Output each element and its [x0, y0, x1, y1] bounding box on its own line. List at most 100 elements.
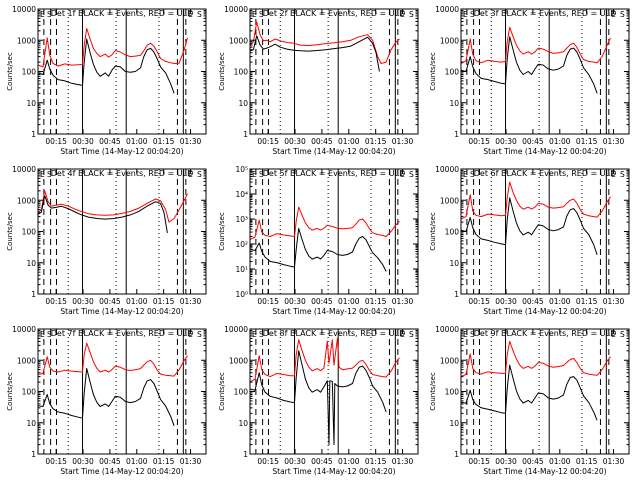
x-axis-label: Start Time (14-May-12 00:04:20) — [60, 147, 183, 156]
x-tick-label: 01:15 — [365, 457, 387, 466]
uld-series-line — [461, 26, 611, 64]
x-axis-label: Start Time (14-May-12 00:04:20) — [483, 467, 606, 476]
y-tick-label: 1000 — [17, 356, 36, 365]
corner-label: S — [620, 170, 625, 179]
y-tick-label: 100 — [22, 388, 37, 397]
x-tick-label: 00:45 — [99, 457, 121, 466]
y-tick-label: 100 — [22, 68, 37, 77]
y-tick-label: 1000 — [229, 356, 248, 365]
corner-label: E — [463, 10, 468, 19]
y-tick-label: 1000 — [229, 36, 248, 45]
x-tick-label: 01:15 — [365, 137, 387, 146]
series-group — [461, 340, 611, 421]
y-axis-label: Counts/sec — [429, 52, 437, 91]
uld-series-line — [38, 190, 188, 223]
y-tick-label: 10000 — [224, 325, 248, 334]
x-tick-label: 00:45 — [311, 457, 333, 466]
corner-label: E — [400, 170, 405, 179]
x-tick-label: 00:15 — [257, 457, 279, 466]
x-tick-label: 00:45 — [99, 297, 121, 306]
corner-label: S — [197, 330, 202, 339]
y-tick-label: 1 — [454, 450, 459, 459]
y-axis-label: Counts/sec — [218, 212, 226, 251]
uld-series-line — [250, 337, 400, 383]
corner-label: S — [409, 10, 414, 19]
series-group — [38, 27, 188, 94]
x-tick-label: 00:15 — [45, 457, 67, 466]
corner-label: S — [409, 170, 414, 179]
y-tick-label: 1 — [243, 130, 248, 139]
series-group — [38, 342, 188, 426]
x-tick-label: 00:30 — [72, 297, 94, 306]
x-tick-label: 00:15 — [257, 137, 279, 146]
series-group — [461, 181, 611, 255]
x-tick-label: 00:45 — [99, 137, 121, 146]
events-series-line — [461, 364, 598, 421]
y-tick-label: 10⁴ — [235, 190, 248, 199]
corner-label: S — [259, 10, 264, 19]
x-tick-label: 01:00 — [126, 137, 148, 146]
corner-label: S — [620, 330, 625, 339]
corner-label: E — [463, 330, 468, 339]
panel-title: Det 2f BLACK = Events, RED = ULD — [263, 9, 406, 18]
panel-title: Det 3f BLACK = Events, RED = ULD — [474, 9, 617, 18]
x-tick-label: 01:00 — [338, 137, 360, 146]
y-tick-label: 1000 — [17, 196, 36, 205]
corner-label: S — [259, 170, 264, 179]
y-axis-label: Counts/sec — [429, 212, 437, 251]
x-tick-label: 01:30 — [180, 137, 202, 146]
events-series-line — [250, 227, 387, 272]
uld-series-line — [461, 340, 611, 378]
y-axis-label: Counts/sec — [6, 52, 14, 91]
y-tick-label: 10000 — [224, 5, 248, 14]
x-tick-label: 01:00 — [126, 457, 148, 466]
x-tick-label: 00:30 — [284, 457, 306, 466]
x-tick-label: 00:15 — [468, 457, 490, 466]
x-tick-label: 00:45 — [311, 297, 333, 306]
x-tick-label: 01:30 — [392, 137, 414, 146]
x-tick-label: 00:30 — [495, 137, 517, 146]
series-group — [461, 26, 611, 94]
x-tick-label: 00:45 — [522, 137, 544, 146]
corner-label: S — [470, 330, 475, 339]
corner-label: E — [252, 10, 257, 19]
corner-label: E — [40, 330, 45, 339]
corner-label: E — [400, 330, 405, 339]
corner-label: E — [40, 10, 45, 19]
y-tick-label: 100 — [445, 388, 460, 397]
y-tick-label: 100 — [234, 388, 249, 397]
plot-frame — [460, 328, 630, 455]
series-group — [250, 337, 400, 446]
y-tick-label: 10000 — [435, 325, 459, 334]
x-tick-label: 01:15 — [576, 137, 598, 146]
panel-title: Det 6f BLACK = Events, RED = ULD — [474, 169, 617, 178]
corner-label: S — [197, 170, 202, 179]
corner-label: E — [252, 330, 257, 339]
corner-label: S — [197, 10, 202, 19]
detector-panel: 1 10 100 1000 10000 00:15 00:30 00:45 01:00 01:15… — [6, 325, 207, 476]
y-tick-label: 1000 — [440, 196, 459, 205]
x-tick-label: 01:30 — [180, 297, 202, 306]
x-axis-label: Start Time (14-May-12 00:04:20) — [272, 467, 395, 476]
x-tick-label: 01:00 — [126, 297, 148, 306]
y-tick-label: 10000 — [12, 165, 36, 174]
x-tick-label: 00:15 — [468, 297, 490, 306]
detector-panel: 1 10 100 1000 10000 00:15 00:30 00:45 01:00 01:15… — [218, 325, 419, 476]
x-axis-label: Start Time (14-May-12 00:04:20) — [483, 147, 606, 156]
y-tick-label: 100 — [445, 228, 460, 237]
corner-label: S — [470, 170, 475, 179]
x-tick-label: 00:15 — [45, 297, 67, 306]
corner-label: E — [400, 10, 405, 19]
plot-frame — [249, 168, 419, 295]
panel-title: Det 4f BLACK = Events, RED = ULD — [51, 169, 194, 178]
detector-panel: 1 10 100 1000 10000 00:15 00:30 00:45 01:00 01:15… — [429, 5, 630, 156]
x-tick-label: 00:30 — [284, 297, 306, 306]
y-axis-label: Counts/sec — [218, 372, 226, 411]
plot-frame — [460, 8, 630, 135]
corner-label: S — [620, 10, 625, 19]
x-tick-label: 01:00 — [549, 457, 571, 466]
detector-panel: 10⁰ 10¹ 10² 10³ 10⁴ 10⁵ 00:15 00:30 00:45 01:00 01… — [218, 165, 419, 316]
events-series-line — [38, 195, 168, 233]
